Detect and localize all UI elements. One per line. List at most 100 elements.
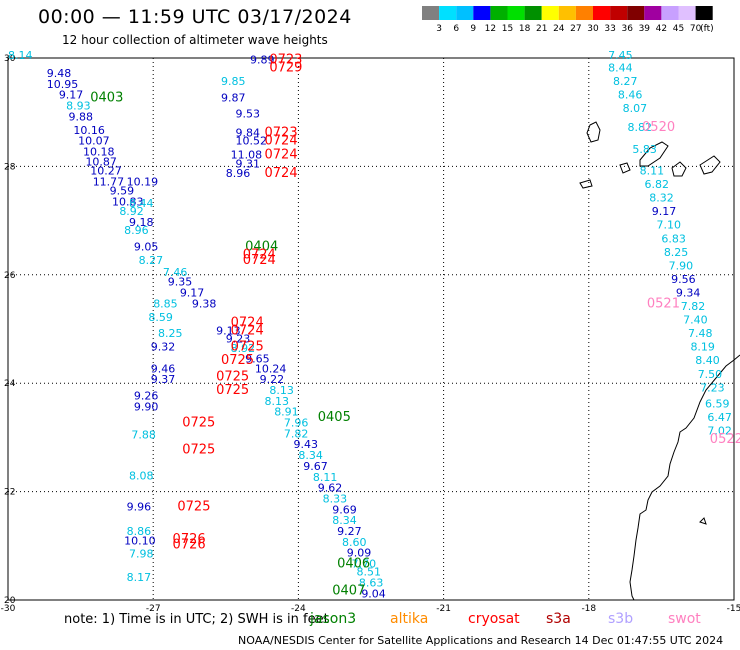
colorbar-swatch: [610, 6, 628, 20]
wave-height-value: 8.96: [226, 167, 251, 180]
wave-height-value: 8.82: [628, 121, 653, 134]
wave-height-value: 10.24: [255, 362, 287, 375]
colorbar-swatch: [541, 6, 559, 20]
wave-height-value: 7.90: [669, 259, 694, 272]
africa-coast: [629, 354, 740, 601]
wave-height-value: 6.47: [707, 411, 732, 424]
wave-height-value: 8.08: [129, 470, 154, 483]
pass-number-label: 0724: [243, 253, 276, 268]
wave-height-value: 9.69: [332, 503, 357, 516]
wave-height-value: 8.46: [618, 89, 643, 102]
wave-height-value: 10.16: [73, 124, 105, 137]
colorbar-swatch: [695, 6, 713, 20]
canary-island-gran-canaria: [671, 161, 687, 177]
wave-height-value: 7.48: [688, 327, 713, 340]
colorbar-swatch: [593, 6, 611, 20]
pass-number-label: 0725: [231, 340, 264, 355]
wave-height-value: 7.45: [608, 49, 633, 62]
colorbar-swatch: [558, 6, 576, 20]
colorbar-unit: (ft): [700, 24, 714, 34]
wave-height-value: 7.96: [284, 417, 309, 430]
x-tick-label: -27: [146, 604, 161, 614]
wave-height-value: 9.09: [347, 547, 372, 560]
colorbar-tick-label: 70: [690, 24, 702, 34]
wave-height-value: 8.93: [66, 99, 91, 112]
coastline-layer: [579, 121, 740, 601]
wave-height-value: 8.11: [313, 471, 338, 484]
colorbar-tick-label: 30: [587, 24, 599, 34]
legend-item-s3a: s3a: [546, 611, 571, 627]
wave-height-value: 9.26: [134, 389, 159, 402]
wave-height-value: 11.08: [231, 148, 263, 161]
pass-number-label: 0403: [90, 90, 123, 105]
wave-height-value: 8.19: [690, 341, 715, 354]
islet: [699, 517, 707, 525]
wave-height-value: 8.40: [695, 354, 720, 367]
wave-height-value: 10.52: [235, 135, 266, 148]
wave-height-value: 8.32: [649, 192, 674, 205]
colorbar-swatch: [661, 6, 679, 20]
x-tick-label: -18: [581, 604, 596, 614]
wave-height-value: 9.17: [59, 89, 84, 102]
colorbar-swatch: [524, 6, 542, 20]
wave-height-value: 7.02: [707, 425, 732, 438]
pass-number-label: 0724: [265, 147, 298, 162]
wave-height-value: 7.10: [657, 219, 682, 232]
pass-number-label: 0725: [216, 369, 249, 384]
pass-number-label: 0724: [243, 248, 276, 263]
wave-height-value: 9.27: [337, 525, 362, 538]
colorbar-swatch: [644, 6, 662, 20]
pass-number-label: 0723: [265, 126, 298, 141]
wave-height-value: 9.84: [235, 127, 259, 140]
colorbar-swatch: [456, 6, 474, 20]
wave-height-value: 7.23: [700, 381, 725, 394]
wave-height-value: 10.87: [85, 155, 117, 168]
wave-height-value: 9.37: [151, 373, 176, 386]
wave-height-value: 8.96: [124, 224, 149, 237]
wave-height-value: 8.44: [129, 197, 154, 210]
colorbar-tick-label: 15: [502, 24, 513, 34]
wave-height-value: 7.82: [284, 427, 309, 440]
colorbar-tick-label: 33: [604, 24, 615, 34]
wave-height-value: 11.77: [93, 175, 125, 188]
wave-height-value: 9.88: [69, 110, 94, 123]
wave-height-value: 9.18: [129, 216, 154, 229]
wave-height-value: 9.90: [134, 400, 159, 413]
colorbar-tick-label: 36: [621, 24, 633, 34]
pass-number-label: 0404: [245, 239, 278, 254]
wave-height-value: 8.85: [153, 297, 178, 310]
wave-height-value: 10.07: [78, 135, 110, 148]
colorbar-swatch: [627, 6, 645, 20]
wave-height-value: 8.27: [613, 75, 638, 88]
pass-number-label: 0725: [177, 500, 210, 515]
wave-height-value: 9.34: [676, 286, 701, 299]
x-tick-label: -24: [291, 604, 306, 614]
canary-island-la-palma: [586, 121, 601, 143]
y-tick-label: 26: [4, 271, 16, 281]
page-title: 00:00 — 11:59 UTC 03/17/2024: [38, 6, 352, 28]
wave-height-value: 5.83: [632, 143, 657, 156]
canary-island-hierro: [579, 179, 593, 189]
pass-number-label: 0729: [269, 61, 302, 76]
wave-height-value: 8.17: [127, 571, 152, 584]
wave-height-value: 9.35: [168, 276, 193, 289]
y-tick-label: 28: [4, 162, 16, 172]
wave-height-value: 9.56: [671, 273, 696, 286]
wave-height-value: 6.59: [705, 398, 730, 411]
colorbar-swatch: [439, 6, 457, 20]
legend-item-s3b: s3b: [608, 611, 634, 627]
wave-height-value: 8.92: [231, 342, 256, 355]
wave-height-value: 9.04: [361, 587, 386, 600]
wave-height-value: 10.83: [112, 195, 144, 208]
wave-height-value: 10.27: [90, 165, 122, 178]
pass-number-label: 0521: [647, 296, 680, 311]
wave-height-value: 10.95: [47, 78, 79, 91]
pass-number-label: 0520: [642, 120, 675, 135]
pass-number-label: 0407: [332, 584, 365, 599]
wave-height-value: 9.87: [221, 91, 246, 104]
pass-number-label: 0726: [173, 532, 206, 547]
pass-number-label: 0724: [265, 166, 298, 181]
note-text: note: 1) Time is in UTC; 2) SWH is in fe…: [64, 612, 329, 627]
wave-height-value: 8.34: [298, 449, 323, 462]
